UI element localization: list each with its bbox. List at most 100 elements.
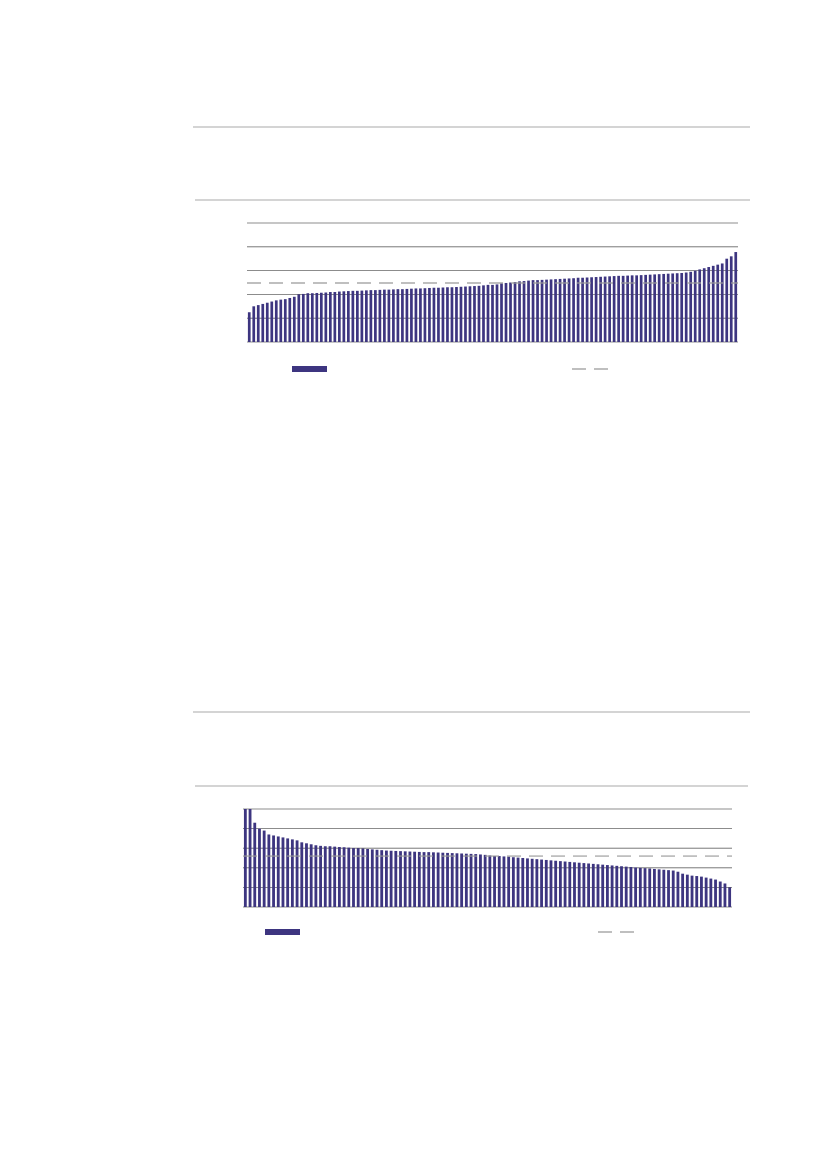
bar <box>554 860 558 907</box>
bar <box>634 867 638 907</box>
bar <box>615 865 619 907</box>
bar <box>493 855 496 907</box>
bar <box>690 875 694 907</box>
bar <box>262 830 266 907</box>
bar <box>281 837 285 907</box>
bar <box>629 867 633 907</box>
bar <box>675 273 679 342</box>
bar <box>427 852 431 907</box>
bar <box>653 274 657 342</box>
bar <box>662 869 666 907</box>
bar <box>507 856 511 907</box>
bar <box>728 887 732 907</box>
bar <box>267 834 271 907</box>
bar <box>356 848 360 907</box>
bar <box>601 864 605 907</box>
bar <box>261 303 265 342</box>
bar <box>576 277 580 342</box>
bar <box>599 276 602 342</box>
bar <box>626 275 629 342</box>
bar <box>297 294 301 342</box>
bar <box>502 856 506 907</box>
bar <box>248 809 252 907</box>
bar <box>306 293 310 342</box>
bar <box>620 866 623 907</box>
bar <box>286 838 290 907</box>
bar <box>265 302 269 342</box>
bar <box>441 852 445 907</box>
bar <box>518 281 521 342</box>
bar <box>590 277 593 342</box>
bar <box>720 263 724 342</box>
bar <box>527 280 530 342</box>
bar <box>521 858 525 907</box>
bar <box>384 850 388 907</box>
bar <box>531 280 535 342</box>
bar <box>684 272 688 342</box>
bar <box>500 283 503 342</box>
bar <box>504 282 508 342</box>
bar <box>460 853 464 907</box>
bar <box>702 268 706 342</box>
legend-swatch <box>292 366 327 372</box>
bar <box>288 297 292 342</box>
bar <box>315 292 319 342</box>
bar <box>374 290 377 342</box>
bar <box>342 847 346 907</box>
bar <box>256 305 260 342</box>
bar <box>436 852 440 907</box>
bar <box>635 275 638 342</box>
bar <box>464 853 468 907</box>
bar <box>639 275 643 342</box>
bar <box>459 286 463 342</box>
bar <box>482 285 485 342</box>
bar <box>549 860 553 907</box>
bar <box>680 272 684 342</box>
bar <box>704 877 708 907</box>
bar <box>437 287 440 342</box>
bar <box>716 264 720 342</box>
bar <box>272 835 275 907</box>
bar <box>572 278 575 342</box>
bar <box>714 879 717 907</box>
bar <box>446 852 449 907</box>
bar <box>689 271 693 342</box>
bar <box>319 292 323 342</box>
bar <box>324 292 328 342</box>
bar <box>725 258 729 342</box>
bar <box>657 869 661 907</box>
bar <box>361 848 365 907</box>
bar <box>554 279 557 342</box>
bar <box>392 289 395 342</box>
bar <box>378 289 382 342</box>
bar <box>300 842 304 907</box>
bar <box>535 859 539 907</box>
bar <box>351 290 355 342</box>
bar <box>509 282 512 342</box>
bar <box>401 289 404 342</box>
bar <box>610 865 614 907</box>
bar <box>657 274 661 342</box>
bar <box>558 278 562 342</box>
bar <box>292 296 296 342</box>
bar <box>295 840 299 907</box>
bar <box>473 286 476 342</box>
legend-swatch <box>265 929 300 935</box>
bar <box>585 277 589 342</box>
bar <box>681 873 685 907</box>
bar <box>323 846 327 907</box>
bar <box>648 274 652 342</box>
bar <box>516 857 520 907</box>
bar <box>582 863 586 907</box>
bar <box>464 286 467 342</box>
bar <box>360 290 364 342</box>
bar <box>337 847 341 907</box>
bar <box>309 844 313 907</box>
bar <box>549 279 553 342</box>
bar <box>594 277 598 342</box>
bar <box>403 851 407 907</box>
bar <box>342 291 346 342</box>
bar <box>253 822 257 907</box>
bar <box>328 292 332 342</box>
